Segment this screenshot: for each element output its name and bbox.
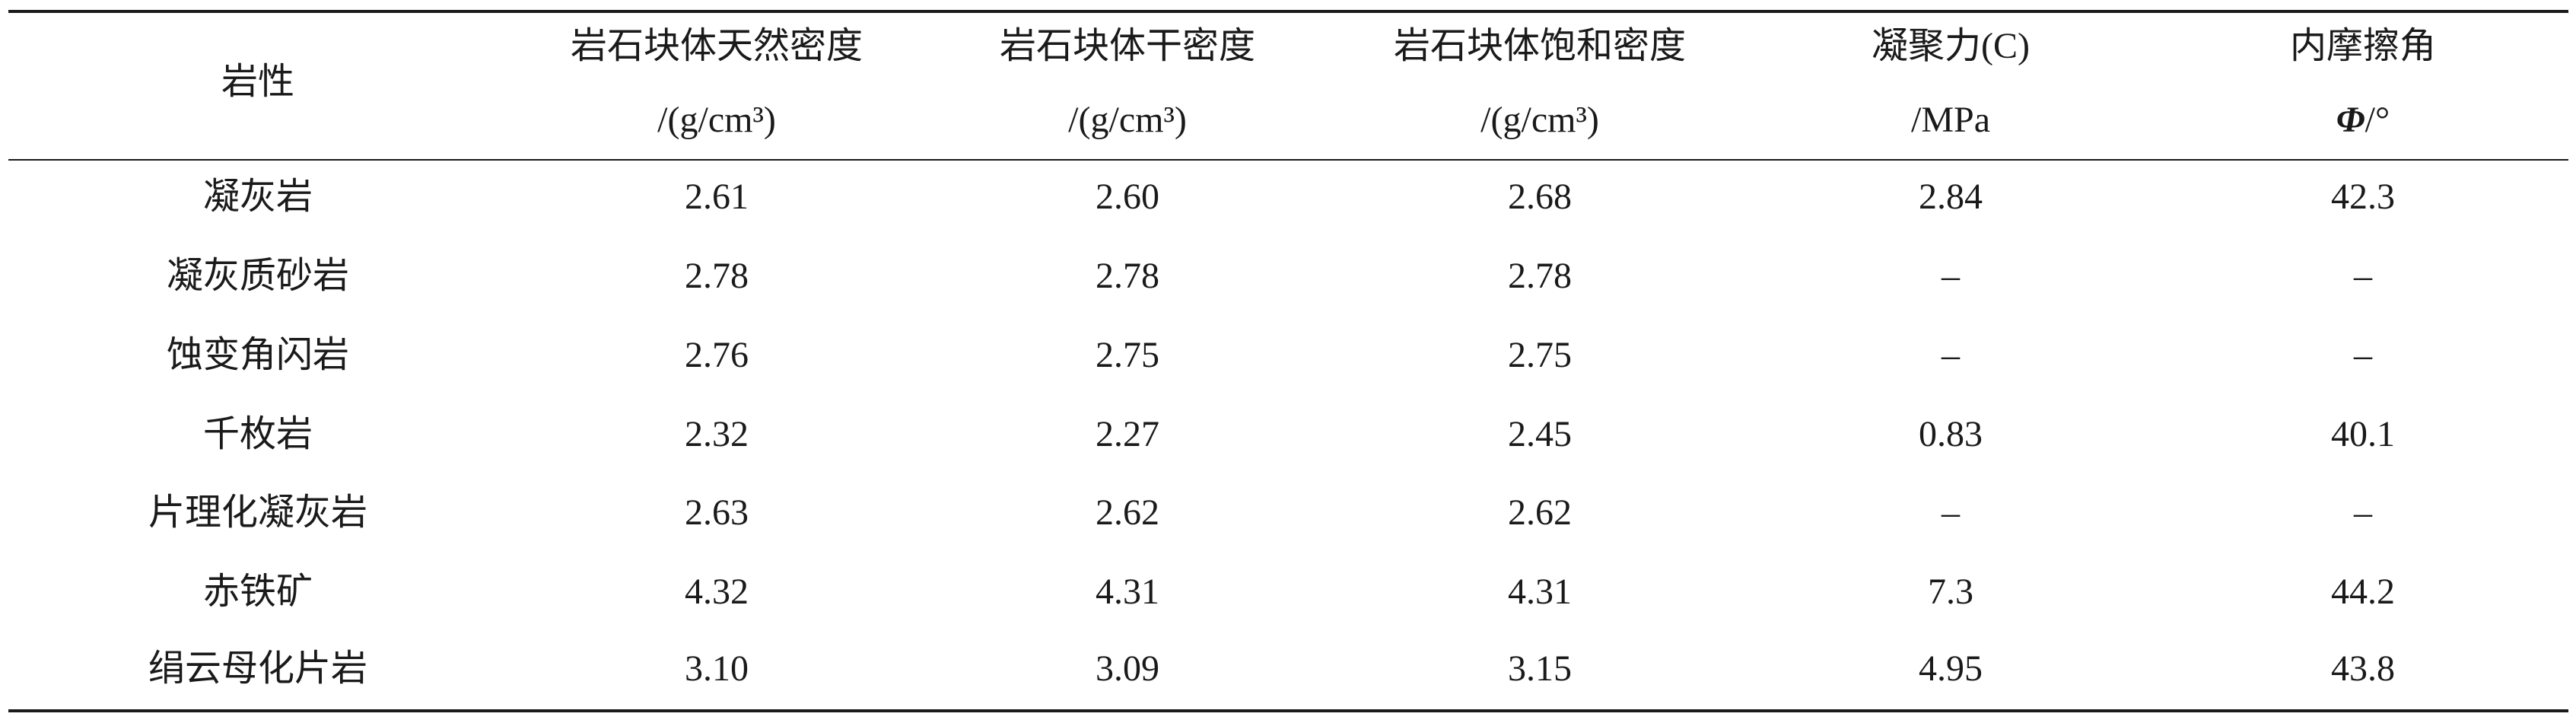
row-label: 凝灰质砂岩 [167, 256, 349, 296]
column-unit: /(g/cm³) [657, 100, 776, 140]
row-label: 凝灰岩 [203, 177, 313, 217]
cell: 2.78 [685, 256, 749, 296]
unit-text: /° [2365, 100, 2390, 140]
cell: 2.27 [1096, 414, 1159, 454]
column-header: 岩石块体天然密度 [571, 26, 863, 66]
cell: 4.95 [1919, 648, 1983, 689]
unit-text: /(g/cm³) [657, 100, 776, 140]
cell: 7.3 [1928, 572, 1973, 612]
unit-text: /MPa [1911, 100, 1990, 140]
column-unit: /(g/cm³) [1068, 100, 1187, 140]
cell: – [2353, 335, 2373, 375]
column-header: 内摩擦角 [2290, 26, 2436, 66]
column-unit: /MPa [1911, 100, 1990, 140]
cell: 3.15 [1508, 648, 1572, 689]
column-header: 岩性 [221, 62, 294, 102]
column-unit: Φ/° [2336, 100, 2390, 140]
row-label: 赤铁矿 [203, 572, 313, 612]
cell: 2.60 [1096, 177, 1159, 217]
cell: 2.45 [1508, 414, 1572, 454]
cell: 43.8 [2331, 648, 2395, 689]
column-header: 凝聚力(C) [1872, 26, 2030, 66]
cell: 2.62 [1508, 492, 1572, 533]
column-header: 岩石块体干密度 [1000, 26, 1255, 66]
column-header: 岩石块体饱和密度 [1394, 26, 1686, 66]
cell: 2.63 [685, 492, 749, 533]
cell: – [1941, 492, 1961, 533]
cell: 4.32 [685, 572, 749, 612]
cell: 44.2 [2331, 572, 2395, 612]
cell: 2.78 [1508, 256, 1572, 296]
cell: 2.76 [685, 335, 749, 375]
cell: 4.31 [1096, 572, 1159, 612]
cell: 2.32 [685, 414, 749, 454]
unit-text: /(g/cm³) [1068, 100, 1187, 140]
cell: – [1941, 256, 1961, 296]
cell: 2.62 [1096, 492, 1159, 533]
cell: – [2353, 492, 2373, 533]
row-label: 绢云母化片岩 [148, 648, 367, 689]
row-label: 蚀变角闪岩 [167, 335, 349, 375]
unit-symbol: Φ [2336, 100, 2365, 140]
column-unit: /(g/cm³) [1480, 100, 1599, 140]
cell: 40.1 [2331, 414, 2395, 454]
row-label: 千枚岩 [203, 414, 313, 454]
cell: 2.61 [685, 177, 749, 217]
cell: 2.68 [1508, 177, 1572, 217]
row-label: 片理化凝灰岩 [148, 492, 367, 533]
cell: – [2353, 256, 2373, 296]
cell: 2.78 [1096, 256, 1159, 296]
cell: 3.10 [685, 648, 749, 689]
cell: 2.84 [1919, 177, 1983, 217]
cell: 4.31 [1508, 572, 1572, 612]
cell: 0.83 [1919, 414, 1983, 454]
cell: 42.3 [2331, 177, 2395, 217]
cell: 3.09 [1096, 648, 1159, 689]
unit-text: /(g/cm³) [1480, 100, 1599, 140]
cell: 2.75 [1508, 335, 1572, 375]
cell: – [1941, 335, 1961, 375]
cell: 2.75 [1096, 335, 1159, 375]
